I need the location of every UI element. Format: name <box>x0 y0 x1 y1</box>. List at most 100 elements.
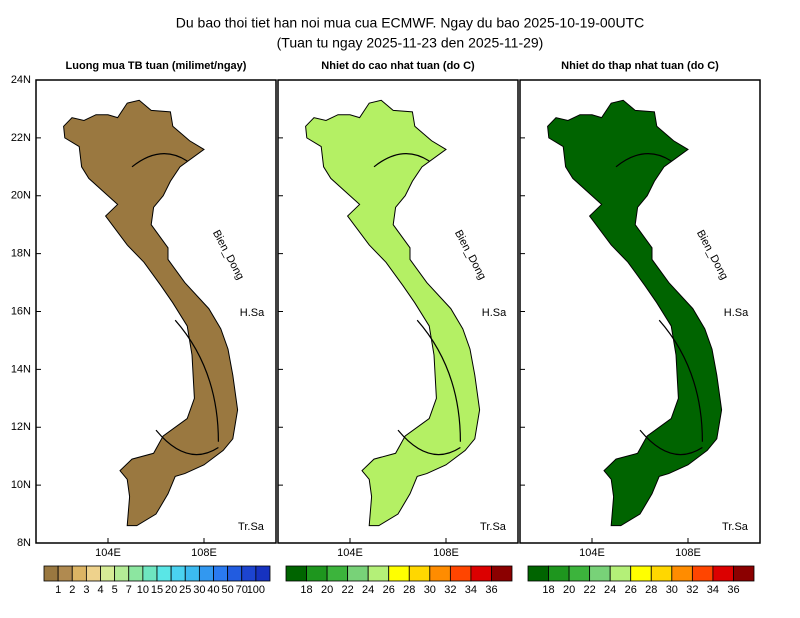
annotation: Tr.Sa <box>238 521 265 533</box>
annotation: H.Sa <box>724 307 749 319</box>
colorbar-label: 30 <box>666 584 678 596</box>
colorbar-label: 40 <box>207 584 219 596</box>
colorbar-label: 34 <box>465 584 477 596</box>
colorbar-label: 20 <box>321 584 333 596</box>
colorbar-box <box>568 565 591 582</box>
colorbar-box <box>429 565 451 582</box>
colorbar-label: 26 <box>383 584 395 596</box>
colorbar-label: 2 <box>69 584 75 596</box>
annotation: Bien_Dong <box>694 228 730 282</box>
colorbar-box <box>589 565 611 582</box>
colorbar-label: 18 <box>300 584 312 596</box>
x-tick-label: 108E <box>433 547 459 559</box>
colorbar-box <box>198 565 214 582</box>
colorbar-box <box>100 565 116 582</box>
colorbar-box <box>449 565 472 582</box>
colorbar-box <box>548 565 570 582</box>
x-tick-label: 108E <box>675 547 701 559</box>
annotation: Bien_Dong <box>452 228 488 282</box>
annotation: H.Sa <box>482 307 507 319</box>
panel-title: Nhiet do cao nhat tuan (do C) <box>321 60 475 72</box>
colorbar-box <box>408 565 431 582</box>
colorbar-box <box>255 565 271 582</box>
colorbar-label: 34 <box>707 584 719 596</box>
country-shape <box>305 99 481 527</box>
colorbar-label: 50 <box>222 584 234 596</box>
colorbar-box <box>733 565 755 582</box>
colorbar-box <box>650 565 673 582</box>
colorbar-box <box>470 565 492 582</box>
colorbar-label: 1 <box>55 584 61 596</box>
annotation: Bien_Dong <box>210 228 246 282</box>
colorbar-label: 22 <box>342 584 354 596</box>
colorbar-box <box>691 565 714 582</box>
colorbar-box <box>285 565 307 582</box>
colorbar-label: 70 <box>236 584 248 596</box>
colorbar-label: 26 <box>625 584 637 596</box>
colorbar-label: 36 <box>485 584 497 596</box>
colorbar-box <box>213 565 229 582</box>
colorbar-label: 30 <box>193 584 205 596</box>
colorbar-box <box>326 565 349 582</box>
colorbar-label: 100 <box>247 584 265 596</box>
y-tick-label: 22N <box>11 132 31 144</box>
colorbar-label: 18 <box>542 584 554 596</box>
colorbar-label: 4 <box>97 584 103 596</box>
title: Du bao thoi tiet han noi mua cua ECMWF. … <box>176 15 644 31</box>
panel-title: Nhiet do thap nhat tuan (do C) <box>561 60 719 72</box>
region-border <box>131 152 219 456</box>
colorbar-box <box>367 565 390 582</box>
colorbar-box <box>156 565 172 582</box>
x-tick-label: 108E <box>191 547 217 559</box>
x-tick-label: 104E <box>579 547 605 559</box>
colorbar-box <box>491 565 513 582</box>
colorbar-label: 3 <box>83 584 89 596</box>
colorbar-box <box>241 565 257 582</box>
colorbar-label: 24 <box>362 584 374 596</box>
colorbar-label: 7 <box>126 584 132 596</box>
x-tick-label: 104E <box>95 547 121 559</box>
colorbar-box <box>57 565 73 582</box>
colorbar-box <box>43 565 59 582</box>
colorbar-label: 30 <box>424 584 436 596</box>
region-border <box>615 152 703 456</box>
colorbar-box <box>630 565 652 582</box>
x-tick-label: 104E <box>337 547 363 559</box>
annotation: H.Sa <box>240 307 265 319</box>
colorbar-label: 20 <box>563 584 575 596</box>
y-tick-label: 8N <box>17 537 31 549</box>
colorbar-label: 5 <box>112 584 118 596</box>
subtitle: (Tuan tu ngay 2025-11-23 den 2025-11-29) <box>277 35 544 51</box>
colorbar-box <box>142 565 158 582</box>
country-shape <box>547 99 723 527</box>
colorbar-box <box>671 565 693 582</box>
colorbar-label: 22 <box>584 584 596 596</box>
y-tick-label: 10N <box>11 479 31 491</box>
colorbar-label: 25 <box>179 584 191 596</box>
colorbar-box <box>347 565 369 582</box>
colorbar-label: 10 <box>137 584 149 596</box>
panel-title: Luong mua TB tuan (milimet/ngay) <box>66 60 247 72</box>
colorbar-label: 15 <box>151 584 163 596</box>
y-tick-label: 20N <box>11 190 31 202</box>
colorbar-box <box>712 565 734 582</box>
colorbar-label: 24 <box>604 584 616 596</box>
colorbar-box <box>85 565 101 582</box>
colorbar-box <box>306 565 328 582</box>
colorbar-label: 20 <box>165 584 177 596</box>
colorbar-label: 32 <box>686 584 698 596</box>
colorbar-box <box>527 565 549 582</box>
country-shape <box>63 99 239 527</box>
colorbar-label: 28 <box>645 584 657 596</box>
annotation: Tr.Sa <box>722 521 749 533</box>
colorbar-box <box>227 565 243 582</box>
y-tick-label: 18N <box>11 248 31 260</box>
colorbar-label: 36 <box>727 584 739 596</box>
region-border <box>373 152 461 456</box>
colorbar-label: 28 <box>403 584 415 596</box>
y-tick-label: 24N <box>11 74 31 86</box>
colorbar-box <box>388 565 410 582</box>
annotation: Tr.Sa <box>480 521 507 533</box>
